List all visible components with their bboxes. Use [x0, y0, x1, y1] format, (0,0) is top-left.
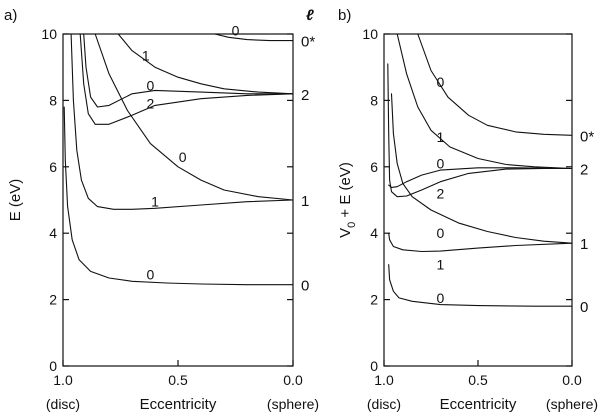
- panel-b-xtick-label: 0.5: [468, 372, 488, 388]
- panel-a-ytick-label: 10: [41, 26, 57, 42]
- panel-b-curve-label: 0: [437, 290, 445, 306]
- panel-a-curve-4: [83, 33, 294, 108]
- panel-a-curve-label: 1: [142, 48, 150, 64]
- panel-a-curve-label: 0: [232, 23, 240, 39]
- panel-b-curve-label: 0: [437, 155, 445, 171]
- panel-a-x-end-left: (disc): [46, 396, 80, 412]
- panel-b-curves: 0 1 0 2 0 1 0: [387, 33, 573, 307]
- panel-b-curve-3: [387, 63, 573, 198]
- panel-a-xlabel: Eccentricity: [140, 396, 217, 413]
- panel-b-curve-label: 0: [437, 225, 445, 241]
- panel-b-curve-1: [388, 232, 573, 253]
- panel-b-ylabel: V0 + E (eV): [337, 162, 358, 238]
- panel-b-right-label: 2: [580, 161, 588, 178]
- panel-a-curve-label: 0: [147, 77, 155, 93]
- panel-b-curve-label: 1: [437, 129, 445, 145]
- panel-a-curve-0: [63, 106, 294, 286]
- panel-a-ytick-label: 8: [49, 92, 57, 108]
- panel-a: a) E (eV) Eccentricity (disc) (sphere) ℓ…: [4, 7, 319, 413]
- panel-b-x-end-left: (disc): [367, 396, 401, 412]
- panel-b-curve-2: [390, 93, 573, 244]
- panel-b-ytick-label: 10: [362, 26, 378, 42]
- panel-b-ytick-label: 2: [370, 292, 378, 308]
- panel-a-ylabel: E (eV): [7, 179, 24, 222]
- panel-b-right-label: 0*: [580, 128, 594, 145]
- panel-a-curve-label: 0: [179, 149, 187, 165]
- panel-a-right-label: 0: [301, 278, 309, 295]
- panel-a-right-label: 1: [301, 193, 309, 210]
- panel-b-curve-label: 1: [437, 257, 445, 273]
- panel-b-curve-label: 0: [437, 74, 445, 90]
- panel-b-curve-6: [417, 33, 573, 136]
- panel-a-right-label: 0*: [301, 34, 315, 51]
- panel-b-label: b): [338, 7, 351, 24]
- panel-b-ytick-label: 6: [370, 159, 378, 175]
- panel-a-ytick-label: 4: [49, 225, 57, 241]
- panel-b-right-label: 1: [580, 236, 588, 253]
- panel-a-curves: 0 1 0 2 0 1 0: [63, 23, 294, 286]
- panel-a-right-axis-title: ℓ: [306, 7, 314, 24]
- panel-b-curve-5: [396, 33, 573, 170]
- panel-b-curve-4: [388, 167, 573, 188]
- panel-a-ytick-label: 6: [49, 159, 57, 175]
- panel-b-xlabel: Eccentricity: [440, 396, 517, 413]
- panel-a-ytick-label: 0: [49, 358, 57, 374]
- panel-a-curve-label: 1: [151, 194, 159, 210]
- panel-a-curve-2: [94, 33, 294, 201]
- panel-a-label: a): [4, 7, 17, 24]
- panel-a-frame: [62, 33, 294, 367]
- panel-b-frame: [383, 33, 573, 367]
- panel-b-x-end-right: (sphere): [546, 396, 598, 412]
- panel-a-curve-3: [79, 33, 294, 125]
- panel-a-xtick-label: 1.0: [53, 372, 73, 388]
- panel-a-right-label: 2: [301, 87, 309, 104]
- panel-a-curve-6: [214, 33, 294, 42]
- panel-b-curve-0: [388, 264, 573, 307]
- panel-a-curve-1: [70, 33, 294, 210]
- panel-a-curve-5: [117, 33, 294, 95]
- panel-b-right-label: 0: [580, 299, 588, 316]
- panel-b-ytick-label: 4: [370, 225, 378, 241]
- panel-a-x-end-right: (sphere): [267, 396, 319, 412]
- panel-b-ytick-label: 8: [370, 92, 378, 108]
- panel-b: b) V0 + E (eV) Eccentricity (disc) (sphe…: [337, 7, 598, 413]
- panel-a-curve-label: 2: [147, 96, 155, 112]
- panel-a-xtick-label: 0.0: [283, 372, 303, 388]
- panel-b-xtick-label: 1.0: [374, 372, 394, 388]
- panel-b-ytick-label: 0: [370, 358, 378, 374]
- panel-a-xtick-label: 0.5: [168, 372, 188, 388]
- panel-b-curve-label: 2: [437, 185, 445, 201]
- panel-a-ytick-label: 2: [49, 292, 57, 308]
- panel-a-curve-label: 0: [147, 267, 155, 283]
- panel-b-xtick-label: 0.0: [562, 372, 582, 388]
